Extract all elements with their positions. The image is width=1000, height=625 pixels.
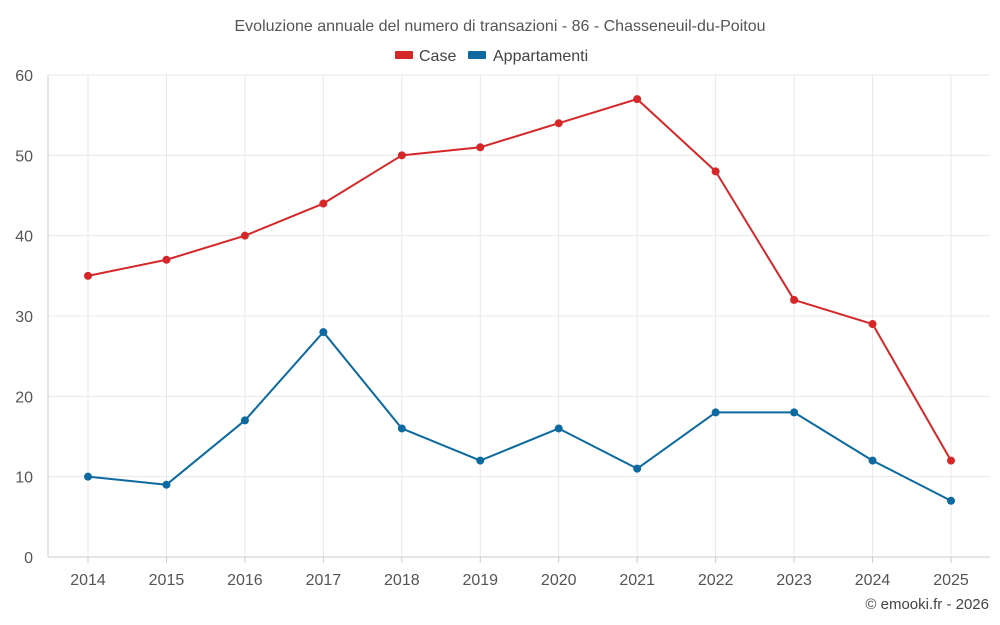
- x-tick-label: 2021: [619, 572, 655, 589]
- x-tick-label: 2019: [462, 572, 498, 589]
- x-tick-label: 2025: [933, 572, 969, 589]
- x-tick-label: 2017: [306, 572, 342, 589]
- y-tick-label: 30: [15, 309, 33, 326]
- data-point-appartamenti[interactable]: [319, 328, 328, 337]
- data-point-case[interactable]: [319, 199, 328, 208]
- axes: 0 10 20 30 40 50 60 2014 2015 2016 2017 2018 2019 202…: [15, 68, 990, 589]
- data-point-case[interactable]: [397, 151, 406, 160]
- series: [84, 95, 955, 505]
- series-line-appartamenti: [87, 331, 952, 502]
- legend-swatch-case: [395, 51, 413, 59]
- y-tick-label: 60: [15, 68, 33, 85]
- x-tick-label: 2024: [855, 572, 891, 589]
- x-tick-label: 2022: [698, 572, 734, 589]
- data-point-appartamenti[interactable]: [162, 480, 171, 489]
- y-tick-label: 50: [15, 148, 33, 165]
- legend: Case Appartamenti: [395, 48, 588, 65]
- data-point-appartamenti[interactable]: [947, 496, 955, 505]
- x-tick-label: 2014: [70, 572, 106, 589]
- data-point-case[interactable]: [633, 95, 642, 104]
- legend-swatch-appartamenti: [468, 51, 486, 59]
- data-point-appartamenti[interactable]: [240, 416, 249, 425]
- data-point-case[interactable]: [162, 255, 171, 264]
- data-point-appartamenti[interactable]: [476, 456, 485, 465]
- data-point-case[interactable]: [240, 231, 249, 240]
- y-tick-label: 40: [15, 229, 33, 246]
- credit-text: © emooki.fr - 2026: [865, 596, 989, 613]
- data-point-appartamenti[interactable]: [868, 456, 877, 465]
- y-tick-label: 0: [24, 550, 33, 567]
- y-tick-label: 20: [15, 389, 33, 406]
- data-point-case[interactable]: [476, 143, 485, 152]
- chart-title: Evoluzione annuale del numero di transaz…: [235, 18, 766, 35]
- data-point-appartamenti[interactable]: [84, 472, 92, 481]
- legend-label-case: Case: [419, 48, 456, 65]
- y-tick-label: 10: [15, 470, 33, 487]
- data-point-case[interactable]: [868, 320, 877, 329]
- data-point-case[interactable]: [554, 119, 563, 128]
- data-point-appartamenti[interactable]: [790, 408, 799, 417]
- legend-item-appartamenti[interactable]: Appartamenti: [468, 48, 588, 65]
- data-point-appartamenti[interactable]: [711, 408, 720, 417]
- x-tick-label: 2015: [149, 572, 185, 589]
- x-tick-label: 2020: [541, 572, 577, 589]
- x-tick-label: 2016: [227, 572, 263, 589]
- legend-item-case[interactable]: Case: [395, 48, 456, 65]
- data-point-appartamenti[interactable]: [554, 424, 563, 433]
- x-tick-label: 2023: [776, 572, 812, 589]
- x-tick-label: 2018: [384, 572, 420, 589]
- series-line-case: [87, 98, 952, 462]
- data-point-case[interactable]: [84, 271, 92, 280]
- data-point-case[interactable]: [947, 456, 955, 465]
- data-point-case[interactable]: [790, 295, 799, 304]
- legend-label-appartamenti: Appartamenti: [493, 48, 588, 65]
- data-point-case[interactable]: [711, 167, 720, 176]
- data-point-appartamenti[interactable]: [633, 464, 642, 473]
- data-point-appartamenti[interactable]: [397, 424, 406, 433]
